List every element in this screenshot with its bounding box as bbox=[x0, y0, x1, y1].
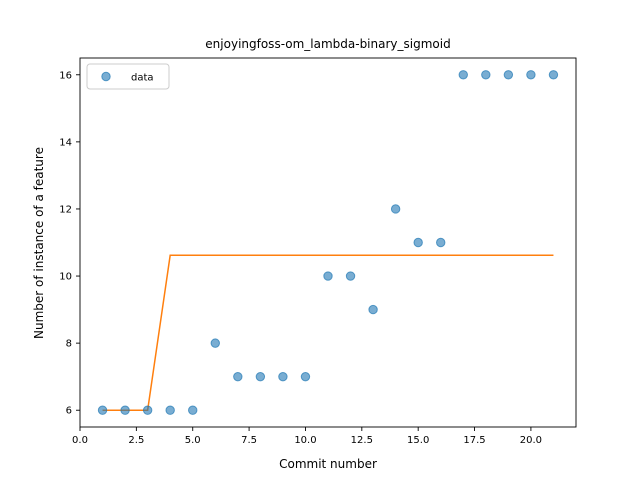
x-tick-label: 0.0 bbox=[72, 435, 88, 446]
data-point bbox=[503, 70, 514, 80]
plot-area bbox=[79, 57, 577, 428]
data-point bbox=[188, 405, 198, 415]
plot-frame bbox=[79, 57, 577, 428]
x-tick-label: 5.0 bbox=[185, 435, 201, 446]
x-tick-label: 2.5 bbox=[128, 435, 144, 446]
y-tick-label: 10 bbox=[59, 272, 72, 283]
y-tick-label: 6 bbox=[66, 406, 72, 417]
data-point bbox=[97, 405, 108, 415]
legend-box bbox=[86, 63, 170, 90]
data-point bbox=[458, 70, 468, 80]
x-axis-label: Commit number bbox=[279, 457, 377, 471]
data-point bbox=[436, 237, 446, 248]
x-tick-label: 12.5 bbox=[351, 435, 373, 446]
y-axis-label: Number of instance of a feature bbox=[32, 147, 46, 339]
data-point bbox=[323, 271, 333, 281]
data-point bbox=[278, 371, 288, 382]
data-point bbox=[526, 70, 536, 80]
x-tick-label: 15.0 bbox=[407, 435, 429, 446]
y-tick-label: 8 bbox=[66, 339, 72, 350]
y-tick-label: 16 bbox=[59, 70, 72, 81]
x-tick-label: 17.5 bbox=[463, 435, 485, 446]
data-point bbox=[233, 371, 243, 382]
y-axis: 6 8 10 12 14 16 bbox=[59, 70, 80, 417]
points-layer bbox=[97, 70, 559, 415]
data-point bbox=[255, 371, 266, 382]
legend-marker bbox=[101, 71, 111, 82]
data-point bbox=[413, 237, 423, 248]
data-point bbox=[390, 204, 401, 214]
data-point bbox=[120, 405, 130, 415]
data-point bbox=[368, 304, 378, 315]
x-tick-label: 7.5 bbox=[241, 435, 257, 446]
data-point bbox=[210, 338, 220, 348]
legend-label: data bbox=[131, 73, 154, 84]
data-point bbox=[345, 271, 356, 281]
x-tick-label: 20.0 bbox=[520, 435, 542, 446]
y-tick-label: 14 bbox=[59, 137, 72, 148]
legend: data bbox=[86, 63, 170, 90]
data-point bbox=[142, 405, 153, 415]
data-point bbox=[548, 70, 559, 80]
x-tick-label: 10.0 bbox=[294, 435, 316, 446]
y-tick-label: 12 bbox=[59, 204, 72, 215]
chart-title: enjoyingfoss-om_lambda-binary_sigmoid bbox=[205, 37, 450, 51]
data-point bbox=[300, 371, 311, 382]
data-point bbox=[481, 70, 491, 80]
data-point bbox=[165, 405, 175, 415]
x-axis: 0.0 2.5 5.0 7.5 10.0 12.5 15.0 17.5 20.0 bbox=[72, 427, 542, 446]
